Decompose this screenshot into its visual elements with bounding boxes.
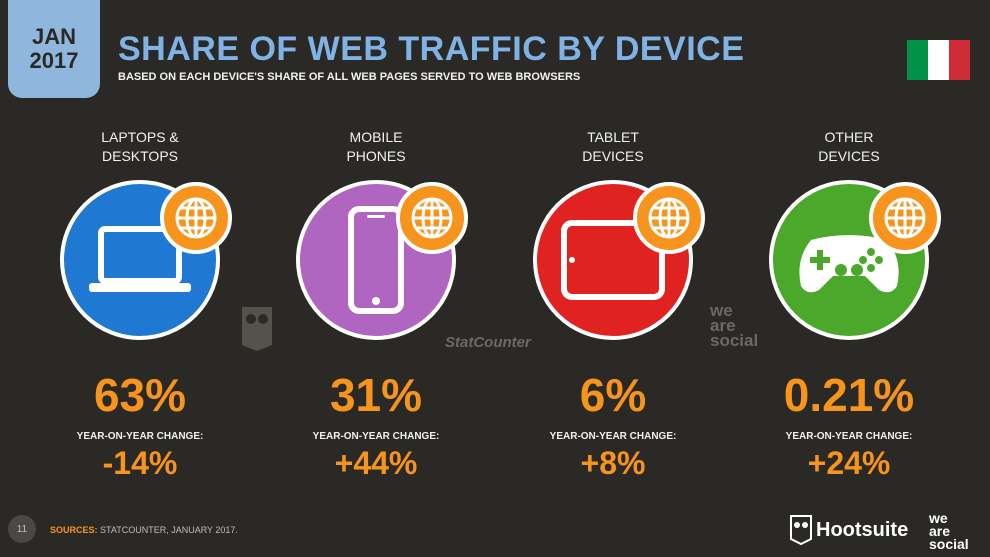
- we-are-social-watermark: we are social: [710, 301, 759, 350]
- globe-icon: [160, 182, 232, 254]
- statcounter-watermark: StatCounter: [445, 334, 531, 351]
- hootsuite-owl-icon: [790, 515, 812, 545]
- we-are-social-logo: we are social: [929, 510, 969, 552]
- globe-icon: [869, 182, 941, 254]
- device-label: MOBILE PHONES: [346, 129, 406, 164]
- yoy-change: +8%: [580, 445, 646, 481]
- globe-icon: [396, 182, 468, 254]
- device-mobile-phones: MOBILE PHONES 31% YEAR-ON-YEAR CHANGE: +…: [276, 0, 476, 557]
- traffic-share: 63%: [93, 369, 187, 421]
- gamepad-icon: [799, 235, 899, 293]
- yoy-label: YEAR-ON-YEAR CHANGE:: [785, 431, 913, 442]
- yoy-label: YEAR-ON-YEAR CHANGE:: [312, 431, 440, 442]
- traffic-share: 0.21%: [783, 369, 915, 421]
- tablet-icon: [561, 220, 665, 300]
- device-label: LAPTOPS & DESKTOPS: [101, 129, 179, 164]
- hootsuite-owl-watermark-icon: [240, 305, 274, 358]
- traffic-share: 6%: [579, 369, 647, 421]
- yoy-change: +44%: [334, 445, 418, 481]
- sources: SOURCES: STATCOUNTER, JANUARY 2017.: [50, 525, 238, 535]
- page-title: SHARE OF WEB TRAFFIC BY DEVICE: [118, 30, 745, 68]
- badge-year: 2017: [29, 48, 79, 73]
- device-tablets: TABLET DEVICES 6% YEAR-ON-YEAR CHANGE: +…: [513, 0, 713, 557]
- hootsuite-text: Hootsuite: [816, 518, 909, 541]
- yoy-change: -14%: [102, 445, 178, 481]
- sources-text: STATCOUNTER, JANUARY 2017.: [100, 525, 238, 535]
- mobile-phone-icon: [348, 206, 404, 314]
- date-badge: JAN 2017: [8, 0, 100, 98]
- device-laptops-desktops: LAPTOPS & DESKTOPS 63% YEAR-ON-YEAR CHAN…: [40, 0, 240, 557]
- badge-month: JAN: [31, 24, 76, 49]
- device-circle: [769, 180, 929, 340]
- laptop-icon: [89, 226, 191, 292]
- device-label: OTHER DEVICES: [818, 129, 880, 164]
- italy-flag-icon: [907, 40, 970, 80]
- traffic-share: 31%: [329, 369, 423, 421]
- globe-icon: [633, 182, 705, 254]
- hootsuite-logo: Hootsuite: [790, 515, 908, 545]
- device-other: OTHER DEVICES 0.21% YEAR-ON-YEAR CHANGE:…: [749, 0, 949, 557]
- page-number: 11: [8, 515, 36, 543]
- yoy-label: YEAR-ON-YEAR CHANGE:: [549, 431, 677, 442]
- page-subtitle: BASED ON EACH DEVICE'S SHARE OF ALL WEB …: [118, 71, 581, 83]
- sources-label: SOURCES:: [50, 525, 98, 535]
- yoy-label: YEAR-ON-YEAR CHANGE:: [76, 431, 204, 442]
- device-circle: [60, 180, 220, 340]
- device-label: TABLET DEVICES: [582, 129, 644, 164]
- yoy-change: +24%: [807, 445, 891, 481]
